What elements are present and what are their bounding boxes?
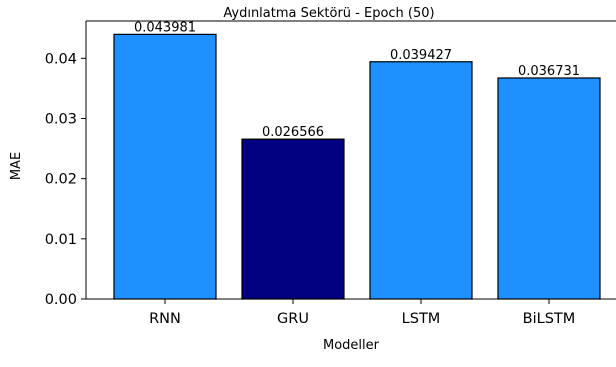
x-tick-label: GRU: [277, 311, 309, 327]
plot-area: 0.043981 0.026566 0.039427 0.036731: [113, 20, 601, 300]
x-tick-label: LSTM: [402, 311, 441, 327]
x-tick-label: BiLSTM: [523, 311, 576, 327]
y-ticks: 0.00 0.01 0.02 0.03 0.04: [45, 51, 86, 308]
x-ticks: RNN GRU LSTM BiLSTM: [149, 299, 575, 327]
x-axis-label: Modeller: [323, 338, 380, 353]
bar-lstm: [369, 61, 473, 300]
y-tick-label: 0.03: [45, 111, 77, 127]
chart-title: Aydınlatma Sektörü - Epoch (50): [223, 6, 434, 21]
data-label-gru: 0.026566: [262, 125, 324, 140]
bar-rnn: [113, 33, 217, 300]
y-tick-label: 0.01: [45, 232, 77, 248]
bar-bilstm: [497, 77, 601, 300]
x-tick-label: RNN: [149, 311, 181, 327]
y-axis-label: MAE: [9, 152, 24, 180]
bar-gru: [241, 138, 345, 300]
y-tick-label: 0.02: [45, 172, 77, 188]
y-tick-label: 0.04: [45, 51, 77, 67]
data-label-lstm: 0.039427: [390, 48, 452, 63]
y-tick-label: 0.00: [45, 292, 77, 308]
data-label-bilstm: 0.036731: [518, 64, 580, 79]
data-label-rnn: 0.043981: [134, 20, 196, 35]
